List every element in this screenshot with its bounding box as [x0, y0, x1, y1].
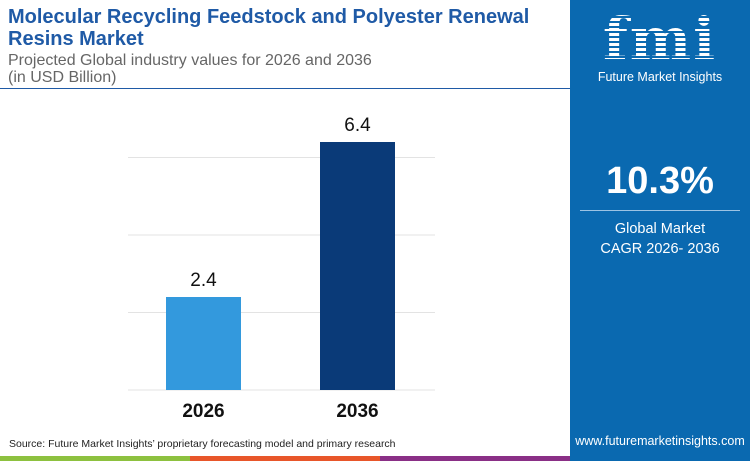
website-link[interactable]: www.futuremarketinsights.com [575, 434, 745, 448]
cagr-label-line2: CAGR 2026- 2036 [600, 241, 720, 257]
cagr-value: 10.3% [606, 160, 714, 202]
chart-subtitle: Projected Global industry values for 202… [8, 52, 372, 86]
stripe-green [0, 456, 190, 461]
brand-name: Future Market Insights [597, 70, 723, 84]
cagr-label: Global Market CAGR 2026- 2036 [570, 219, 750, 259]
bar-2036 [320, 142, 395, 390]
data-label: 2.4 [190, 270, 217, 291]
unit-line: (in USD Billion) [8, 69, 117, 86]
bar-chart: 2.4 2026 6.4 2036 [128, 115, 435, 422]
subtitle-line: Projected Global industry values for 202… [8, 52, 372, 69]
source-note: Source: Future Market Insights’ propriet… [9, 438, 396, 450]
x-tick-label: 2036 [336, 401, 378, 422]
cagr-divider [580, 210, 740, 211]
bar-2026 [166, 297, 241, 390]
data-label: 6.4 [344, 115, 371, 136]
stripe-orange [190, 456, 380, 461]
side-panel: fmi Future Market Insights 10.3% Global … [570, 0, 750, 461]
logo-mark: fmi [590, 8, 730, 70]
cagr-label-line1: Global Market [614, 221, 706, 237]
fmi-logo: fmi Future Market Insights [590, 8, 730, 93]
x-tick-label: 2026 [182, 401, 224, 422]
stripe-purple [380, 456, 570, 461]
chart-title: Molecular Recycling Feedstock and Polyes… [8, 6, 530, 50]
header-divider [0, 88, 570, 89]
